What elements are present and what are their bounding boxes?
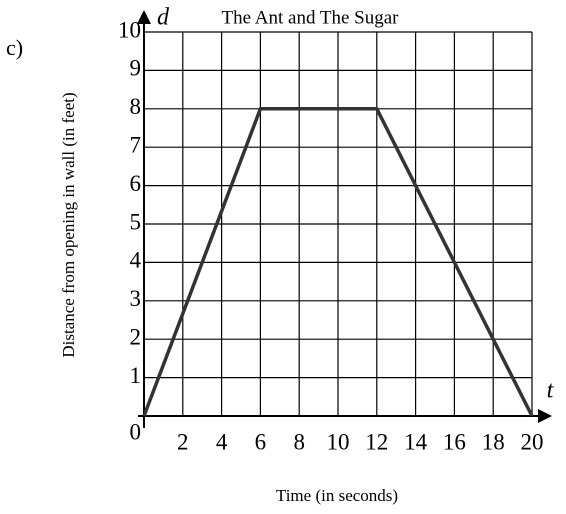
data-line xyxy=(142,107,534,417)
x-tick-label: 8 xyxy=(293,429,305,454)
y-tick-label: 10 xyxy=(118,17,141,42)
y-tick-label: 7 xyxy=(130,132,142,157)
x-tick-label: 18 xyxy=(482,429,505,454)
x-tick-label: 10 xyxy=(327,429,350,454)
x-axis-arrow xyxy=(538,409,552,423)
chart-title: The Ant and The Sugar xyxy=(222,7,400,28)
y-tick-label: 5 xyxy=(130,209,142,234)
x-tick-label: 16 xyxy=(443,429,466,454)
x-tick-label: 0 xyxy=(130,419,142,444)
y-axis-symbol: d xyxy=(157,5,170,31)
x-tick-label: 20 xyxy=(521,429,544,454)
y-tick-label: 3 xyxy=(130,286,142,311)
x-axis-symbol: t xyxy=(547,378,555,404)
x-tick-label: 14 xyxy=(404,429,428,454)
y-tick-label: 4 xyxy=(130,248,142,273)
y-axis-arrow xyxy=(137,10,151,24)
part-label: c) xyxy=(6,35,23,60)
x-tick-label: 12 xyxy=(365,429,388,454)
x-tick-label: 2 xyxy=(177,429,189,454)
y-tick-label: 2 xyxy=(130,324,142,349)
y-tick-label: 6 xyxy=(130,171,142,196)
x-axis-label: Time (in seconds) xyxy=(276,486,398,505)
y-axis-label: Distance from opening in wall (in feet) xyxy=(59,92,78,357)
x-tick-label: 4 xyxy=(216,429,228,454)
y-tick-label: 8 xyxy=(130,94,142,119)
y-tick-label: 1 xyxy=(130,363,142,388)
y-tick-label: 9 xyxy=(130,56,142,81)
x-tick-label: 6 xyxy=(255,429,267,454)
